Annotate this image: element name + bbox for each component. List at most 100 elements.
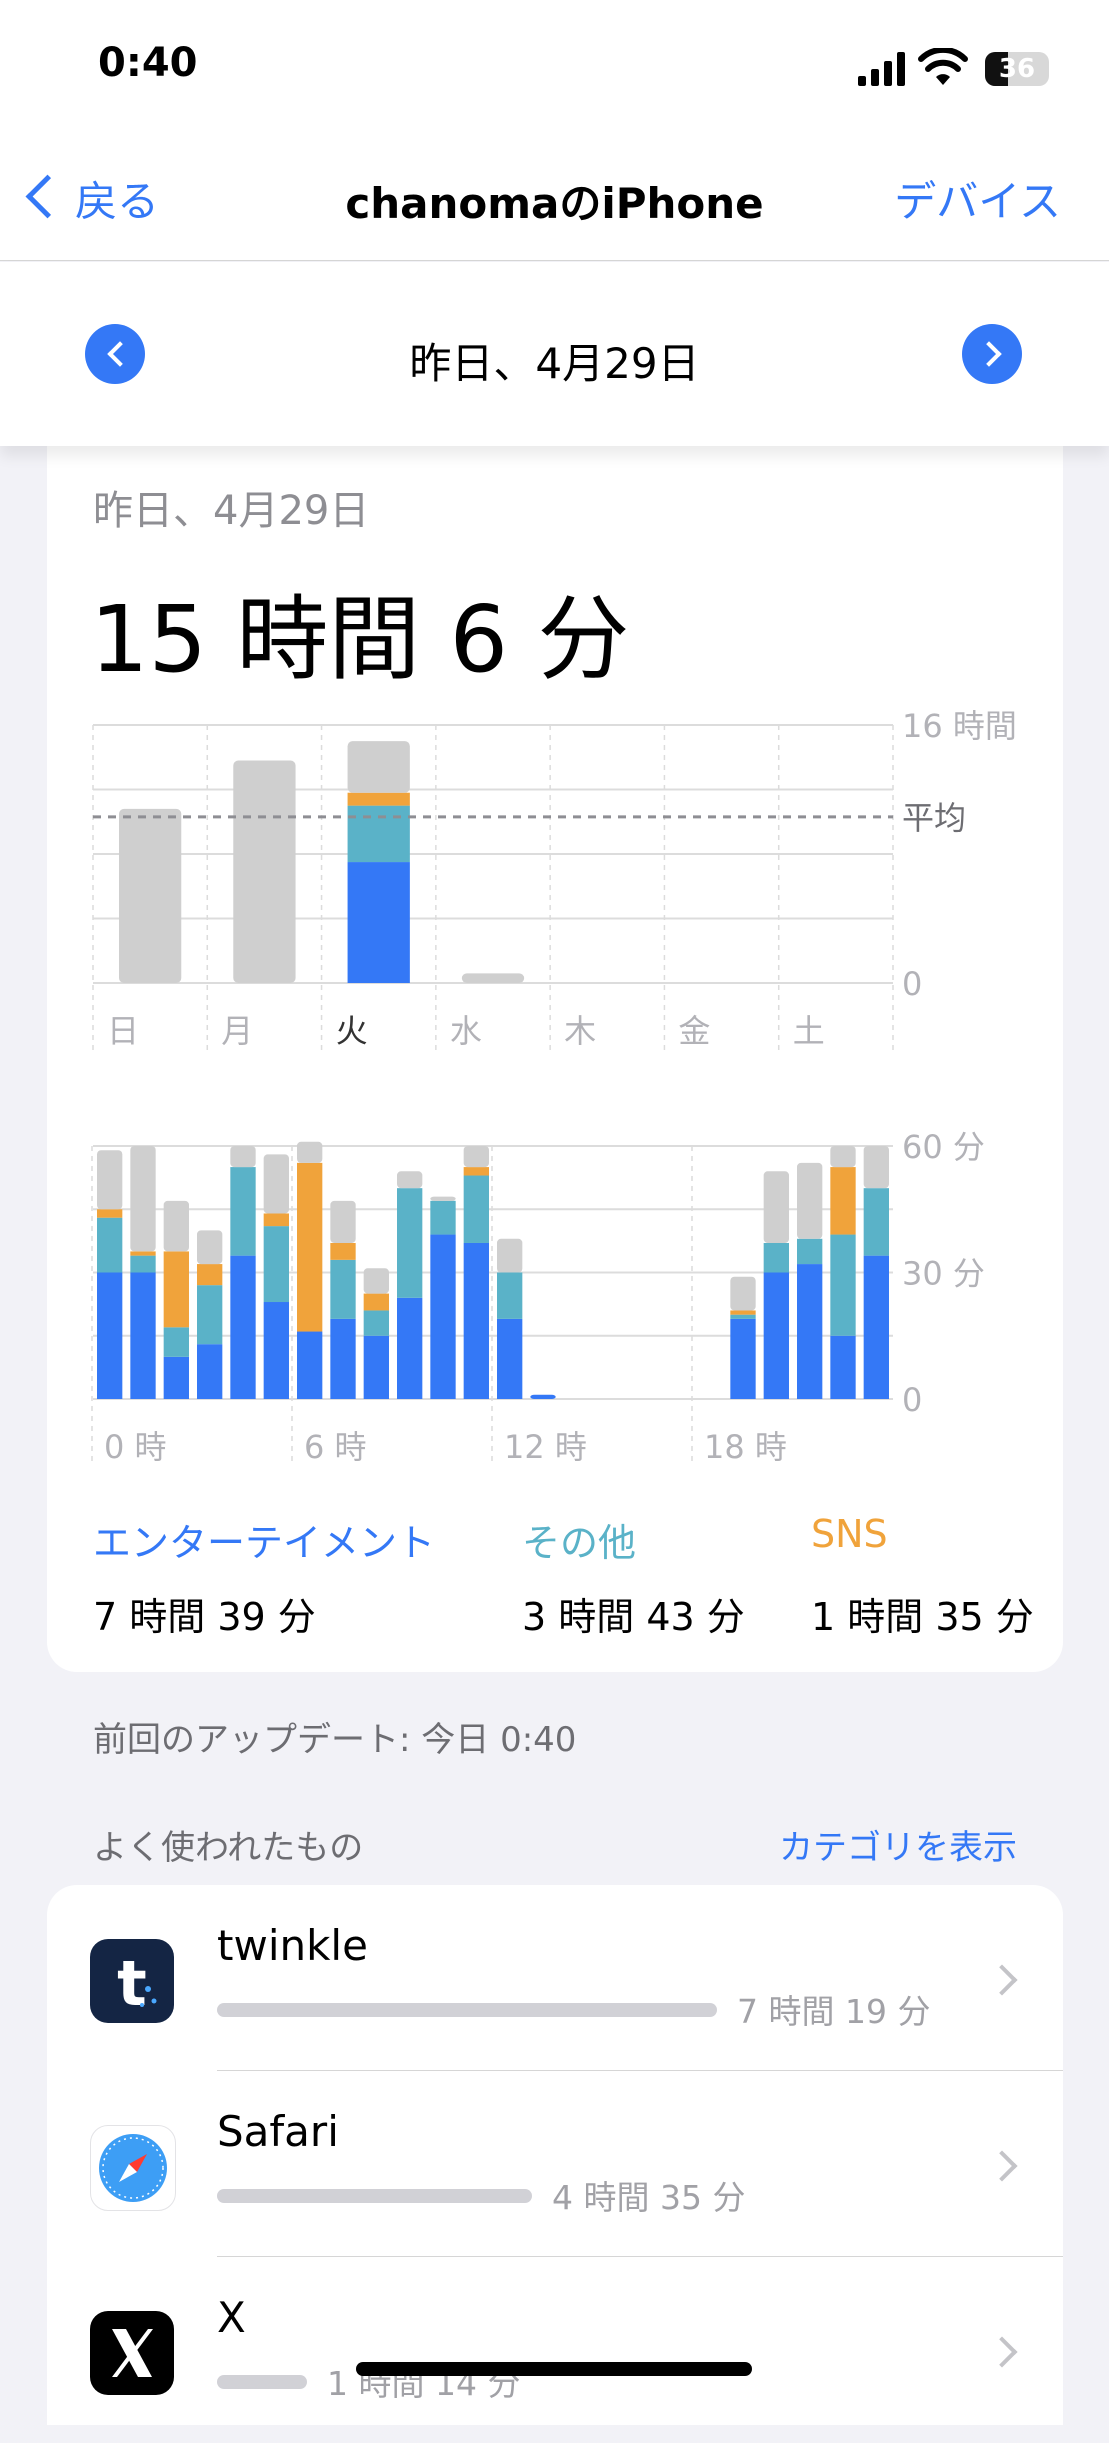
average-label: 平均 xyxy=(902,799,966,837)
hourly-bar-segment xyxy=(363,1293,389,1311)
hourly-bar-segment xyxy=(830,1167,856,1235)
category-entertainment-time: 7 時間 39 分 xyxy=(93,1595,316,1639)
hourly-bar-segment xyxy=(230,1255,256,1399)
day-label: 木 xyxy=(564,1012,596,1050)
hourly-bar-segment xyxy=(797,1264,823,1399)
navigation-bar xyxy=(0,110,1109,261)
usage-bar xyxy=(217,2189,532,2203)
hourly-bar-segment xyxy=(263,1226,289,1303)
hourly-bar-segment xyxy=(130,1251,156,1256)
chevron-right-icon xyxy=(986,2150,1018,2182)
app-row-safari[interactable]: Safari 4 時間 35 分 xyxy=(47,2071,1063,2257)
y-axis-label: 60 分 xyxy=(902,1128,985,1166)
total-screen-time: 15 時間 6 分 xyxy=(90,586,630,693)
safari-icon xyxy=(90,2125,176,2211)
home-indicator[interactable] xyxy=(356,2362,752,2376)
hourly-bar-segment xyxy=(397,1171,423,1189)
category-sns-time: 1 時間 35 分 xyxy=(811,1595,1034,1639)
app-name: twinkle xyxy=(217,1921,368,1970)
hourly-bar-segment xyxy=(430,1234,456,1399)
hourly-bar-segment xyxy=(197,1344,223,1399)
hourly-bar-segment xyxy=(363,1268,389,1294)
hourly-bar-segment xyxy=(130,1255,156,1273)
y-axis-label: 0 xyxy=(902,1381,922,1419)
chevron-right-icon xyxy=(986,2336,1018,2368)
hourly-bar-segment xyxy=(463,1175,489,1243)
hourly-bar-segment xyxy=(297,1331,323,1399)
summary-date: 昨日、4月29日 xyxy=(93,488,370,534)
category-sns-label: SNS xyxy=(811,1512,888,1556)
y-axis-label: 16 時間 xyxy=(902,707,1017,745)
screen-time-card xyxy=(47,446,1063,1672)
devices-button[interactable]: デバイス xyxy=(894,177,1061,226)
hourly-bar-segment xyxy=(397,1188,423,1298)
hourly-bar-segment xyxy=(763,1272,789,1399)
hourly-bar-segment xyxy=(97,1209,123,1218)
battery-level xyxy=(985,52,1009,86)
hourly-bar-segment xyxy=(763,1171,789,1243)
hourly-bar-segment xyxy=(497,1238,523,1273)
hourly-bar-segment xyxy=(863,1255,889,1399)
previous-day-button[interactable] xyxy=(85,324,145,384)
last-update-text: 前回のアップデート: 今日 0:40 xyxy=(93,1720,577,1760)
hourly-bar-segment xyxy=(163,1200,189,1252)
hourly-bar-segment xyxy=(197,1264,223,1286)
hourly-bar-segment xyxy=(130,1272,156,1399)
hourly-bar-segment xyxy=(830,1335,856,1399)
category-other-time: 3 時間 43 分 xyxy=(522,1595,745,1639)
hourly-bar-segment xyxy=(163,1327,189,1357)
hourly-bar-segment xyxy=(463,1146,489,1168)
hourly-bar-segment xyxy=(263,1154,289,1214)
cellular-signal-icon xyxy=(858,52,905,86)
hourly-bar-segment xyxy=(230,1146,256,1168)
hourly-bar-segment xyxy=(97,1217,123,1273)
hourly-bar-segment xyxy=(430,1196,456,1201)
hourly-bar-segment xyxy=(430,1200,456,1235)
weekly-bar-segment xyxy=(347,805,410,863)
app-name: Safari xyxy=(217,2107,339,2156)
hourly-bar-segment xyxy=(763,1242,789,1273)
day-label: 日 xyxy=(107,1012,139,1050)
hourly-bar-segment xyxy=(730,1314,756,1319)
chevron-right-icon xyxy=(986,1964,1018,1996)
hour-label: 0 時 xyxy=(104,1428,167,1466)
row-divider xyxy=(217,2256,1063,2257)
weekly-usage-chart[interactable]: 日 月 火 水 木 金 土 平均 16 時間 0 0 時 6 時 12 時 18 時 60 分 30 分 0 xyxy=(0,0,1109,1500)
hourly-bar-segment xyxy=(197,1230,223,1265)
next-day-button[interactable] xyxy=(962,324,1022,384)
battery-icon: 36 xyxy=(985,52,1049,86)
app-row-x[interactable]: X 1 時間 14 分 xyxy=(47,2257,1063,2443)
date-title: 昨日、4月29日 xyxy=(409,339,700,388)
weekly-bar-segment xyxy=(461,973,525,983)
day-label: 月 xyxy=(221,1012,253,1050)
hourly-bar-segment xyxy=(330,1242,356,1260)
hourly-bar-segment xyxy=(463,1242,489,1399)
hourly-bar-segment xyxy=(130,1146,156,1252)
hourly-bar-segment xyxy=(330,1318,356,1399)
x-icon xyxy=(90,2311,174,2395)
weekly-bar-segment xyxy=(347,862,410,983)
hourly-bar-segment xyxy=(297,1141,323,1163)
usage-bar xyxy=(217,2003,717,2017)
hourly-bar-segment xyxy=(497,1318,523,1399)
hourly-bar-segment xyxy=(263,1302,289,1399)
page-title: chanomaのiPhone xyxy=(345,179,764,228)
hourly-bar-segment xyxy=(497,1272,523,1319)
app-row-twinkle[interactable]: t twinkle 7 時間 19 分 xyxy=(47,1885,1063,2071)
weekly-bar-segment xyxy=(347,741,410,793)
category-entertainment-label: エンターテイメント xyxy=(93,1521,436,1565)
status-time: 0:40 xyxy=(98,40,198,86)
day-label: 水 xyxy=(450,1012,482,1050)
hourly-bar-segment xyxy=(263,1213,289,1227)
hour-label: 12 時 xyxy=(504,1428,587,1466)
back-button[interactable]: 戻る xyxy=(22,168,159,229)
wifi-icon xyxy=(918,48,968,85)
hourly-bar-segment xyxy=(463,1167,489,1176)
hourly-bar-segment xyxy=(330,1200,356,1243)
hourly-bar-segment xyxy=(297,1162,323,1332)
show-categories-link[interactable]: カテゴリを表示 xyxy=(779,1828,1017,1868)
hourly-bar-segment xyxy=(830,1234,856,1336)
hourly-bar-segment xyxy=(830,1146,856,1168)
hourly-bar-segment xyxy=(797,1162,823,1239)
hourly-bar-segment xyxy=(530,1394,556,1399)
